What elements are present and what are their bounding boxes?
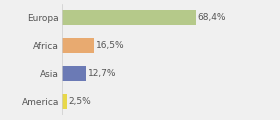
Text: 68,4%: 68,4% <box>198 13 226 22</box>
Text: 16,5%: 16,5% <box>96 41 125 50</box>
Text: 2,5%: 2,5% <box>69 97 91 106</box>
Text: 12,7%: 12,7% <box>88 69 117 78</box>
Bar <box>62 10 196 25</box>
Bar <box>62 94 67 109</box>
Bar <box>62 38 94 53</box>
Bar <box>62 66 87 81</box>
